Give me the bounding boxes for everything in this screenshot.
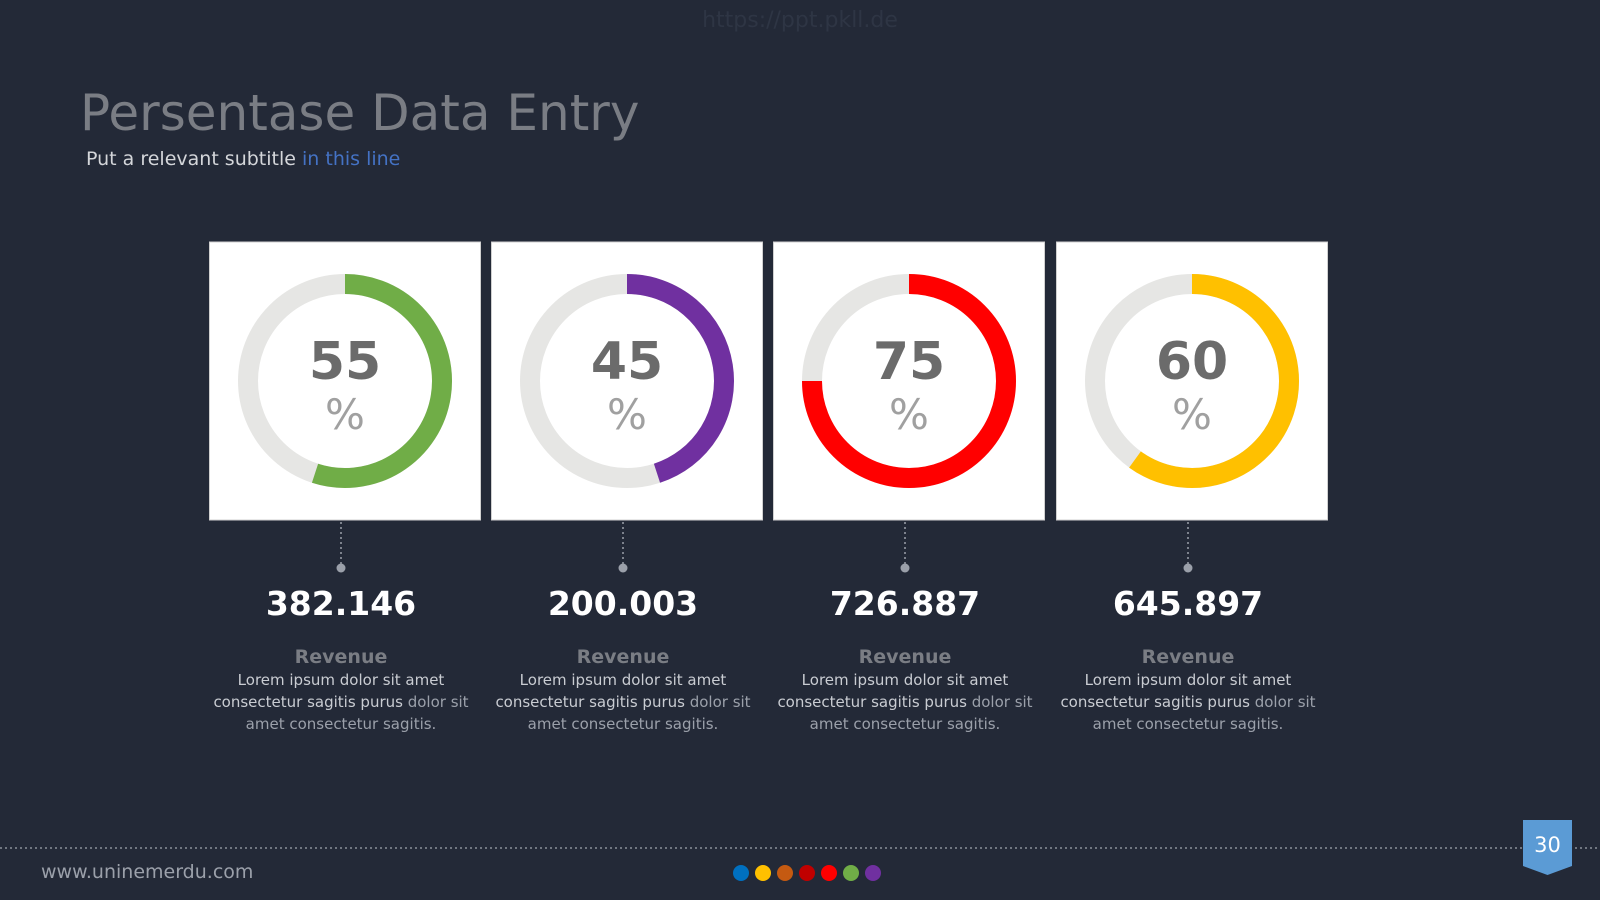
percent-value: 75 [873, 332, 945, 392]
card-description: Lorem ipsum dolor sit amet consectetur s… [1053, 669, 1323, 735]
dot [843, 865, 859, 881]
page-badge [1523, 820, 1572, 875]
description-light: dolor sit amet consectetur sagitis. [245, 693, 469, 733]
percent-symbol: % [607, 390, 647, 439]
amount: 645.897 [1113, 584, 1263, 623]
dot [755, 865, 771, 881]
card-label: Revenue [295, 646, 388, 668]
color-dots [733, 865, 881, 881]
connector-dot [1183, 563, 1193, 573]
card-label: Revenue [577, 646, 670, 668]
subtitle-highlight: in this line [302, 148, 400, 170]
description-text: Lorem ipsum dolor sit amet consectetur s… [495, 671, 727, 711]
percent-value: 55 [309, 332, 381, 392]
donut-arc [802, 274, 1016, 488]
donut-arc [311, 274, 452, 488]
amount: 726.887 [830, 584, 980, 623]
connector-dot [618, 563, 628, 573]
subtitle: Put a relevant subtitle in this line [86, 148, 400, 170]
percent-value: 60 [1156, 332, 1228, 392]
description-text: Lorem ipsum dolor sit amet consectetur s… [213, 671, 445, 711]
description-text: Lorem ipsum dolor sit amet consectetur s… [1060, 671, 1292, 711]
description-light: dolor sit amet consectetur sagitis. [809, 693, 1033, 733]
description-light: dolor sit amet consectetur sagitis. [1092, 693, 1316, 733]
card-description: Lorem ipsum dolor sit amet consectetur s… [206, 669, 476, 735]
description-text: Lorem ipsum dolor sit amet consectetur s… [777, 671, 1009, 711]
page-number: 30 [1534, 833, 1561, 857]
dot [865, 865, 881, 881]
amount: 200.003 [548, 584, 698, 623]
dot [799, 865, 815, 881]
percent-symbol: % [325, 390, 365, 439]
card-description: Lorem ipsum dolor sit amet consectetur s… [770, 669, 1040, 735]
card-description: Lorem ipsum dolor sit amet consectetur s… [488, 669, 758, 735]
dot [821, 865, 837, 881]
donut-arc [626, 274, 734, 483]
connector-dot [900, 563, 910, 573]
percent-symbol: % [889, 390, 929, 439]
connector-dot [336, 563, 346, 573]
dot [733, 865, 749, 881]
title: Persentase Data Entry [80, 84, 639, 142]
amount: 382.146 [266, 584, 416, 623]
percent-symbol: % [1172, 390, 1212, 439]
watermark: https://ppt.pkll.de [702, 8, 898, 33]
card-label: Revenue [859, 646, 952, 668]
description-light: dolor sit amet consectetur sagitis. [527, 693, 751, 733]
donut-arc [1129, 274, 1299, 488]
footer-url: www.uninemerdu.com [41, 861, 253, 883]
dot [777, 865, 793, 881]
subtitle-text: Put a relevant subtitle [86, 148, 296, 170]
card-label: Revenue [1142, 646, 1235, 668]
percent-value: 45 [591, 332, 663, 392]
